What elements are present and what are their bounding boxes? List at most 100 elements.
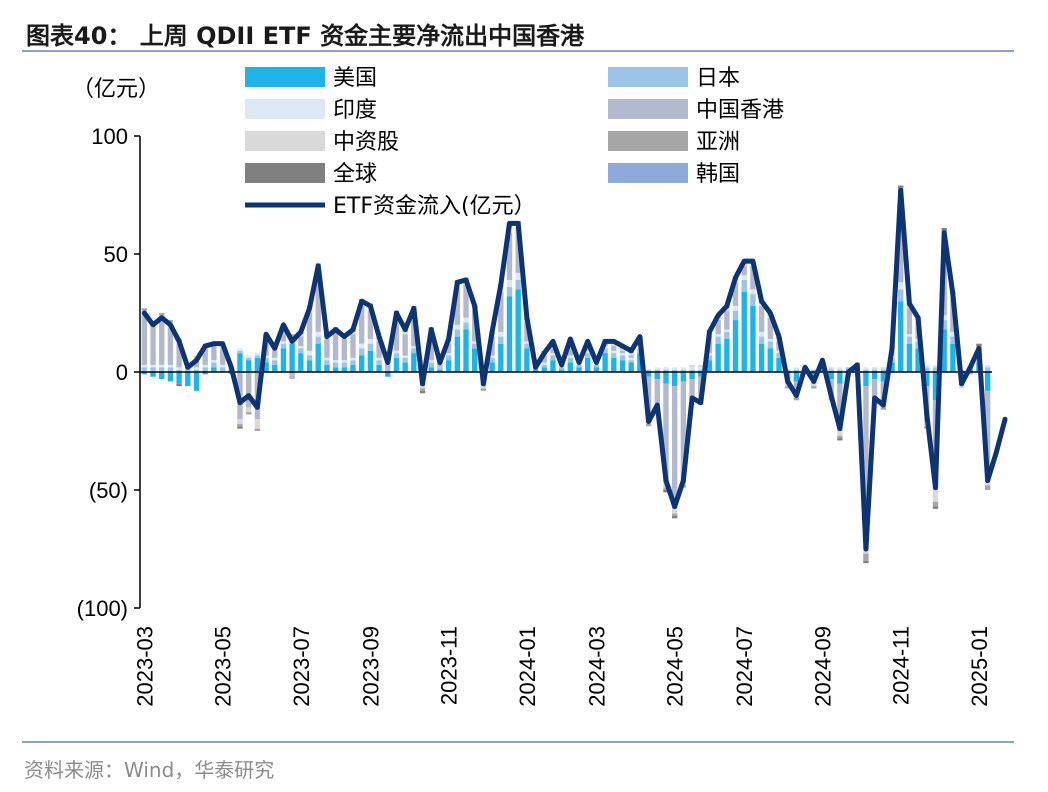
bar-segment bbox=[272, 364, 278, 372]
source-rule bbox=[22, 741, 1014, 743]
x-tick-label: 2025-01 bbox=[967, 626, 992, 707]
x-tick-label: 2024-11 bbox=[889, 626, 914, 705]
bar-segment bbox=[506, 279, 513, 288]
bar-segment bbox=[193, 372, 200, 391]
bar-segment bbox=[689, 379, 695, 398]
y-tick-label: 0 bbox=[116, 360, 128, 385]
bar-segment bbox=[558, 367, 565, 370]
bar-segment bbox=[541, 362, 547, 365]
bar-segment bbox=[289, 372, 295, 380]
bar-segment bbox=[472, 341, 478, 344]
bar-segment bbox=[628, 357, 634, 361]
bar-segment bbox=[698, 369, 704, 372]
bar-segment bbox=[706, 355, 713, 361]
bar-segment bbox=[176, 343, 182, 368]
bar-segment bbox=[341, 367, 347, 372]
bar-segment bbox=[602, 348, 608, 354]
bar-segment bbox=[167, 320, 174, 323]
bar-segment bbox=[202, 372, 208, 375]
bar-segment bbox=[767, 341, 773, 349]
bar-segment bbox=[306, 313, 313, 351]
bar-segment bbox=[219, 367, 226, 372]
bar-segment bbox=[332, 331, 339, 361]
bar-segment bbox=[167, 327, 174, 365]
bar-segment bbox=[732, 282, 739, 306]
bar-segment bbox=[863, 369, 869, 372]
bar-segment bbox=[393, 317, 400, 351]
bar-segment bbox=[793, 397, 800, 401]
bar-segment bbox=[263, 362, 269, 372]
bar-segment bbox=[245, 372, 252, 408]
bar-segment bbox=[428, 334, 434, 361]
bar-segment bbox=[585, 346, 591, 351]
bar-segment bbox=[150, 364, 156, 368]
bar-segment bbox=[732, 310, 739, 321]
bar-segment bbox=[176, 369, 182, 372]
bar-segment bbox=[724, 331, 730, 339]
bar-segment bbox=[837, 367, 843, 370]
legend-label: 印度 bbox=[333, 98, 377, 123]
bar-segment bbox=[298, 346, 304, 349]
bar-segment bbox=[272, 357, 278, 361]
bar-segment bbox=[445, 360, 452, 372]
bar-segment bbox=[811, 383, 817, 387]
bar-segment bbox=[315, 343, 321, 372]
bar-segment bbox=[298, 336, 304, 347]
bar-segment bbox=[828, 369, 834, 372]
bar-segment bbox=[984, 364, 991, 368]
bar-segment bbox=[628, 353, 634, 356]
bar-segment bbox=[671, 515, 678, 519]
bar-segment bbox=[350, 357, 356, 361]
bar-segment bbox=[611, 357, 617, 372]
bar-segment bbox=[411, 348, 417, 354]
bar-segment bbox=[741, 265, 747, 276]
bar-segment bbox=[237, 348, 243, 351]
bar-segment bbox=[472, 348, 478, 372]
bar-segment bbox=[732, 305, 739, 311]
bar-segment bbox=[811, 369, 817, 372]
bar-segment bbox=[411, 353, 417, 372]
bar-segment bbox=[671, 369, 678, 372]
bar-segment bbox=[932, 367, 939, 372]
bar-segment bbox=[385, 362, 391, 370]
bar-segment bbox=[524, 348, 530, 372]
bar-segment bbox=[419, 386, 426, 389]
bar-segment bbox=[550, 346, 556, 354]
bar-segment bbox=[506, 296, 513, 372]
bar-segment bbox=[724, 338, 730, 372]
bar-segment bbox=[767, 348, 773, 372]
bar-segment bbox=[515, 289, 521, 372]
bar-segment bbox=[367, 310, 374, 339]
bar-segment bbox=[880, 367, 887, 370]
bar-segment bbox=[524, 343, 530, 349]
bar-segment bbox=[932, 501, 939, 507]
bar-segment bbox=[863, 560, 869, 564]
bar-segment bbox=[550, 353, 556, 356]
bar-segment bbox=[141, 367, 148, 372]
bar-segment bbox=[932, 506, 939, 509]
bar-segment bbox=[663, 383, 669, 483]
bar-segment bbox=[332, 360, 339, 363]
bar-segment bbox=[732, 320, 739, 372]
bar-segment bbox=[637, 353, 643, 372]
bar-segment bbox=[211, 360, 217, 363]
bar-segment bbox=[715, 334, 721, 337]
legend-label: 中资股 bbox=[333, 130, 399, 155]
bar-segment bbox=[506, 287, 513, 297]
bar-segment bbox=[498, 291, 504, 332]
y-tick-label: (100) bbox=[77, 596, 128, 621]
bar-segment bbox=[393, 353, 400, 358]
bar-segment bbox=[941, 329, 947, 372]
bar-segment bbox=[454, 287, 461, 325]
bar-segment bbox=[628, 360, 634, 363]
bar-segment bbox=[367, 350, 374, 372]
bar-segment bbox=[758, 331, 765, 337]
bar-segment bbox=[680, 369, 687, 372]
bar-segment bbox=[689, 372, 695, 380]
bar-segment bbox=[272, 360, 278, 365]
bar-segment bbox=[924, 364, 930, 368]
bar-segment bbox=[941, 320, 947, 330]
bar-segment bbox=[837, 383, 843, 431]
legend-swatch bbox=[608, 99, 688, 119]
bar-segment bbox=[619, 348, 626, 351]
